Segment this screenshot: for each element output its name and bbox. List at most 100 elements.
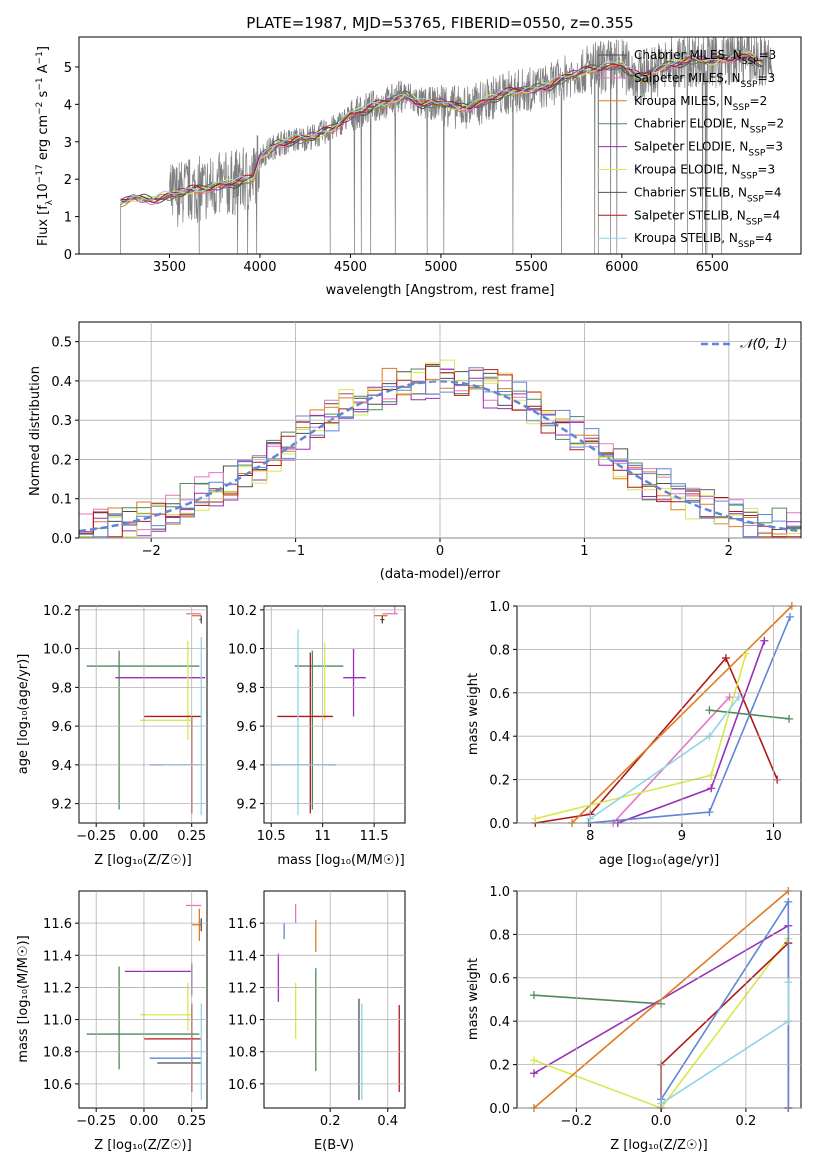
x-tick-label: 6000	[605, 260, 638, 275]
age-vs-mass-plot-area	[271, 606, 398, 816]
y-tick-label: 0.0	[51, 532, 72, 547]
x-tick-label: 5500	[515, 260, 548, 275]
weight-vs-metallicity-axes-frame	[516, 890, 802, 1109]
y-tick-label: 3	[64, 136, 72, 151]
mass-vs-ebv-axes-frame	[263, 890, 406, 1109]
y-tick-label: 10.0	[228, 643, 257, 658]
x-tick-label: 11.5	[360, 829, 389, 844]
y-tick-label: 2	[64, 173, 72, 188]
y-tick-label: 11.0	[43, 1014, 72, 1029]
spectrum-x-label: wavelength [Angstrom, rest frame]	[326, 283, 555, 298]
mass-vs-ebv-ticks: 0.2 0.4 10.6 10.8 11.0 11.2 11.4 11.6	[228, 891, 405, 1129]
mass-weight-marker	[725, 693, 734, 702]
mass-vs-ebv-x-label: E(B-V)	[314, 1138, 354, 1153]
age-vs-mass-x-label: mass [log₁₀(M/M☉)]	[277, 853, 404, 868]
mass-y-label: mass [log₁₀(M/M☉)]	[16, 935, 31, 1062]
observed-spectrum-line	[102, 36, 773, 255]
age-vs-metallicity-ticks: −0.25 0.00 0.25 9.2 9.4 9.6 9.8 10.0 10.2	[43, 604, 207, 844]
mass-weight-marker	[529, 991, 538, 1000]
mass-weight-line	[612, 696, 731, 824]
mass-vs-metallicity-panel: −0.25 0.00 0.25 10.6 10.8 11.0 11.2 11.4 11.6 Z …	[16, 890, 208, 1153]
mass-weight-line	[709, 709, 790, 720]
y-tick-label: 10.6	[228, 1078, 257, 1093]
y-tick-label: 11.4	[43, 949, 72, 964]
y-tick-label: 1	[64, 211, 72, 226]
mass-vs-metallicity-ticks: −0.25 0.00 0.25 10.6 10.8 11.0 11.2 11.4 11.6	[43, 891, 207, 1129]
mass-weight-marker	[785, 714, 794, 723]
y-tick-label: 0.4	[489, 1015, 510, 1030]
y-tick-label: 10.8	[228, 1046, 257, 1061]
histogram-ticks: −2 −1 0 1 2 0.0 0.1 0.2 0.3 0.4 0.5	[51, 322, 801, 559]
x-tick-label: 5000	[424, 260, 457, 275]
y-tick-label: 11.0	[228, 1014, 257, 1029]
mass-weight-marker	[734, 693, 743, 702]
x-tick-label: 1	[580, 544, 588, 559]
mass-weight-line	[533, 994, 662, 1005]
y-tick-label: 9.8	[236, 681, 257, 696]
mass-weight-marker	[707, 771, 716, 780]
x-tick-label: 4500	[334, 260, 367, 275]
spectrum-legend: Chabrier MILES, NSSP=3 Salpeter MILES, NS…	[598, 48, 784, 250]
y-tick-label: 9.2	[236, 798, 257, 813]
y-tick-label: 0.2	[489, 774, 510, 789]
mass-weight-marker	[760, 636, 769, 645]
mass-weight-marker	[531, 814, 540, 823]
spectrum-plot-area	[102, 36, 773, 255]
legend-entry: Chabrier ELODIE, NSSP=2	[634, 117, 784, 136]
mass-weight-marker	[784, 897, 793, 906]
x-tick-label: 0.00	[129, 1114, 158, 1129]
x-tick-label: 0.2	[736, 1114, 757, 1129]
age-vs-metallicity-panel: −0.25 0.00 0.25 9.2 9.4 9.6 9.8 10.0 10.2 Z [log…	[16, 604, 208, 868]
y-tick-label: 11.2	[43, 981, 72, 996]
age-vs-metallicity-axes-frame	[78, 605, 208, 824]
y-tick-label: 9.4	[236, 759, 257, 774]
weight-vs-age-x-label: age [log₁₀(age/yr)]	[599, 853, 720, 868]
y-tick-label: 10.6	[43, 1078, 72, 1093]
mass-weight-marker	[705, 706, 714, 715]
spectrum-y-label: Flux [fλ10−17 erg cm−2 s−1 A−1]	[35, 46, 55, 246]
y-tick-label: 0.8	[489, 643, 510, 658]
x-tick-label: 0.4	[377, 1114, 398, 1129]
y-tick-label: 11.4	[228, 949, 257, 964]
y-tick-label: 9.6	[236, 720, 257, 735]
x-tick-label: −2	[142, 544, 161, 559]
x-tick-label: 0.25	[177, 829, 206, 844]
y-tick-label: 10.2	[43, 604, 72, 619]
y-tick-label: 0.6	[489, 972, 510, 987]
spectrum-axes-frame	[78, 36, 802, 255]
y-tick-label: 9.8	[51, 681, 72, 696]
x-tick-label: 3500	[153, 260, 186, 275]
y-tick-label: 11.6	[43, 917, 72, 932]
y-tick-label: 11.2	[228, 981, 257, 996]
y-tick-label: 0.2	[489, 1059, 510, 1074]
y-tick-label: 5	[64, 61, 72, 76]
age-vs-metallicity-x-label: Z [log₁₀(Z/Z☉)]	[94, 853, 191, 868]
legend-entry: Kroupa MILES, NSSP=2	[634, 94, 767, 113]
mass-vs-ebv-plot-area	[277, 903, 400, 1100]
y-tick-label: 10.2	[228, 604, 257, 619]
x-tick-label: −0.2	[561, 1114, 593, 1129]
y-tick-label: 10.8	[43, 1046, 72, 1061]
x-tick-label: 2	[725, 544, 733, 559]
x-tick-label: 0.0	[651, 1114, 672, 1129]
y-tick-label: 0.6	[489, 687, 510, 702]
y-tick-label: 0.5	[51, 336, 72, 351]
model-fit-line	[120, 51, 763, 204]
x-tick-label: 9	[678, 829, 686, 844]
mass-weight-marker	[742, 649, 751, 658]
mass-weight-marker	[721, 654, 730, 663]
y-tick-label: 9.4	[51, 759, 72, 774]
x-tick-label: 10.5	[257, 829, 286, 844]
legend-entry: Kroupa ELODIE, NSSP=3	[634, 163, 775, 182]
y-tick-label: 4	[64, 98, 72, 113]
histogram-x-label: (data-model)/error	[380, 567, 501, 582]
x-tick-label: 8	[586, 829, 594, 844]
y-tick-label: 9.6	[51, 720, 72, 735]
legend-entry: Kroupa STELIB, NSSP=4	[634, 231, 772, 250]
figure-title: PLATE=1987, MJD=53765, FIBERID=0550, z=0…	[246, 14, 633, 32]
x-tick-label: 0.00	[129, 829, 158, 844]
mass-weight-line	[588, 616, 791, 824]
weight-vs-metallicity-y-label: mass weight	[466, 958, 481, 1040]
age-y-label: age [log₁₀(age/yr)]	[16, 654, 31, 775]
y-tick-label: 0.1	[51, 493, 72, 508]
